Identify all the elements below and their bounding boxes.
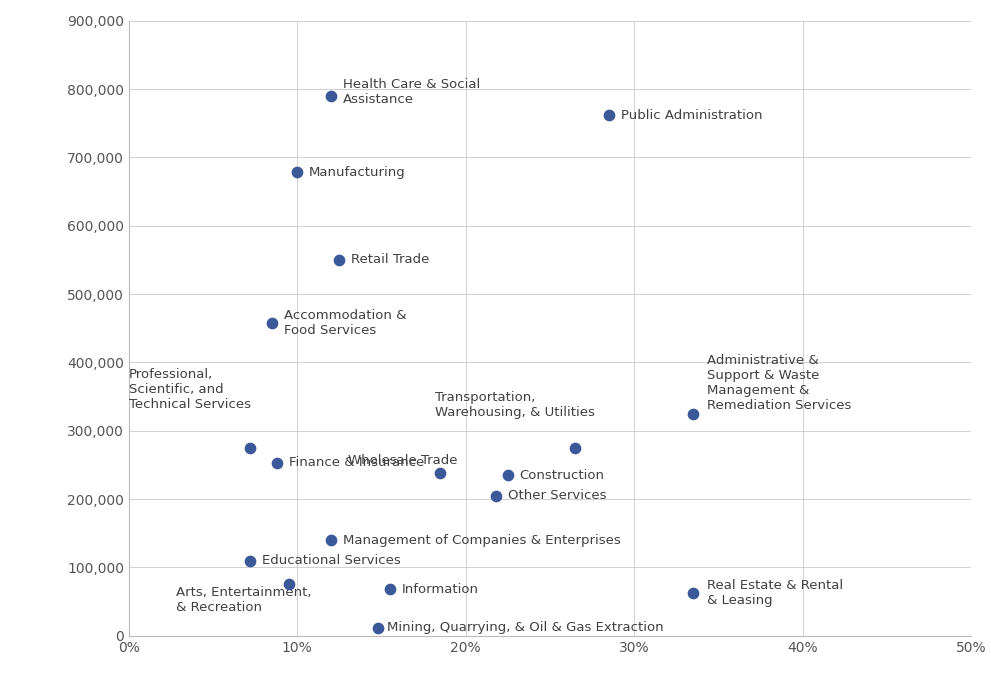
Text: Information: Information xyxy=(401,583,479,596)
Text: Finance & Insurance: Finance & Insurance xyxy=(289,456,424,469)
Point xyxy=(242,442,258,453)
Text: Real Estate & Rental
& Leasing: Real Estate & Rental & Leasing xyxy=(707,579,842,607)
Point xyxy=(270,457,285,468)
Text: Manufacturing: Manufacturing xyxy=(309,166,406,179)
Point xyxy=(489,490,504,501)
Text: Other Services: Other Services xyxy=(507,489,606,502)
Point xyxy=(323,91,339,102)
Text: Management of Companies & Enterprises: Management of Companies & Enterprises xyxy=(343,533,620,547)
Point xyxy=(686,408,702,419)
Point xyxy=(567,442,583,453)
Point xyxy=(281,579,297,590)
Text: Public Administration: Public Administration xyxy=(620,108,762,122)
Point xyxy=(499,470,515,481)
Text: Professional,
Scientific, and
Technical Services: Professional, Scientific, and Technical … xyxy=(129,368,251,411)
Text: Health Care & Social
Assistance: Health Care & Social Assistance xyxy=(343,79,480,106)
Point xyxy=(371,622,386,633)
Point xyxy=(289,167,305,178)
Point xyxy=(432,468,448,479)
Text: Construction: Construction xyxy=(519,468,605,482)
Text: Administrative &
Support & Waste
Management &
Remediation Services: Administrative & Support & Waste Managem… xyxy=(707,354,851,412)
Text: Arts, Entertainment,
& Recreation: Arts, Entertainment, & Recreation xyxy=(176,586,311,614)
Point xyxy=(331,254,348,265)
Point xyxy=(323,535,339,546)
Point xyxy=(686,588,702,599)
Text: Retail Trade: Retail Trade xyxy=(351,254,429,267)
Point xyxy=(242,555,258,566)
Text: Wholesale Trade: Wholesale Trade xyxy=(348,454,457,467)
Text: Transportation,
Warehousing, & Utilities: Transportation, Warehousing, & Utilities xyxy=(435,390,596,419)
Point xyxy=(382,584,397,595)
Text: Educational Services: Educational Services xyxy=(262,554,400,567)
Text: Mining, Quarrying, & Oil & Gas Extraction: Mining, Quarrying, & Oil & Gas Extractio… xyxy=(386,621,663,634)
Text: Accommodation &
Food Services: Accommodation & Food Services xyxy=(283,309,406,337)
Point xyxy=(264,317,279,328)
Point xyxy=(601,109,616,120)
